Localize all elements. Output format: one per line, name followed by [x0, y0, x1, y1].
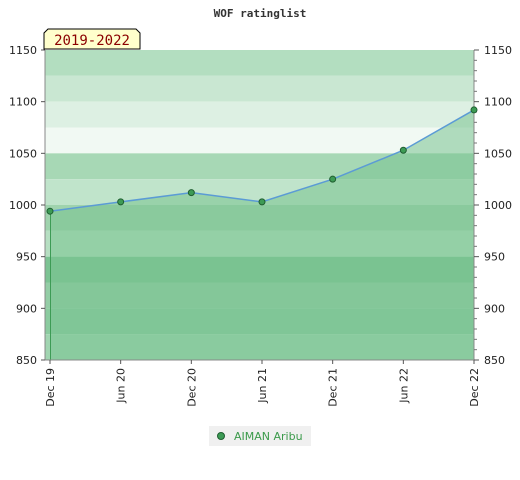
period-badge-label: 2019-2022	[54, 33, 130, 49]
y-tick-label-left: 950	[16, 251, 37, 264]
data-point	[117, 198, 125, 206]
x-axis: Dec 19 Jun 20 Dec 20 Jun 21 Dec 21 Jun 22 Dec …	[44, 360, 481, 407]
y-tick-label-left: 1100	[9, 96, 37, 109]
data-point	[258, 198, 266, 206]
legend[interactable]: AIMAN Aribu	[209, 426, 311, 446]
y-tick-label-right: 950	[484, 251, 505, 264]
y-tick-label-left: 850	[16, 354, 37, 367]
x-tick-label: Jun 20	[115, 368, 128, 404]
y-tick-label-right: 900	[484, 302, 505, 315]
x-tick-label: Jun 21	[256, 368, 269, 404]
data-point	[329, 175, 337, 183]
x-tick-label: Dec 20	[185, 368, 198, 407]
x-tick-label: Dec 21	[327, 368, 340, 407]
period-badge-box	[43, 28, 141, 50]
legend-label: AIMAN Aribu	[234, 430, 303, 443]
y-tick-label-right: 850	[484, 354, 505, 367]
data-point	[46, 207, 54, 215]
y-tick-label-right: 1050	[484, 147, 512, 160]
grid-band	[45, 101, 474, 128]
y-tick-label-left: 1050	[9, 147, 37, 160]
chart-title: WOF ratinglist	[214, 7, 307, 20]
data-points	[46, 106, 478, 215]
legend-marker	[217, 432, 225, 440]
y-tick-label-right: 1000	[484, 199, 512, 212]
data-point	[470, 106, 478, 114]
y-tick-label-right: 1100	[484, 96, 512, 109]
legend-box	[209, 426, 311, 446]
x-tick-label: Dec 22	[468, 368, 481, 407]
y-tick-label-left: 900	[16, 302, 37, 315]
data-point	[399, 146, 407, 154]
x-tick-label: Dec 19	[44, 368, 57, 407]
y-tick-label-left: 1150	[9, 44, 37, 57]
grid-band	[45, 50, 474, 76]
y-tick-label-left: 1000	[9, 199, 37, 212]
period-badge: 2019-2022	[43, 28, 141, 50]
left-y-axis: 850 900 950 1000 1050 1100 1150	[9, 44, 45, 367]
series-area	[50, 109, 474, 360]
grid-band	[45, 75, 474, 102]
right-y-axis: 850 900 950 1000 1050 1100 1150	[474, 44, 512, 367]
y-tick-label-right: 1150	[484, 44, 512, 57]
data-point	[187, 189, 195, 197]
x-tick-label: Jun 22	[397, 368, 410, 404]
